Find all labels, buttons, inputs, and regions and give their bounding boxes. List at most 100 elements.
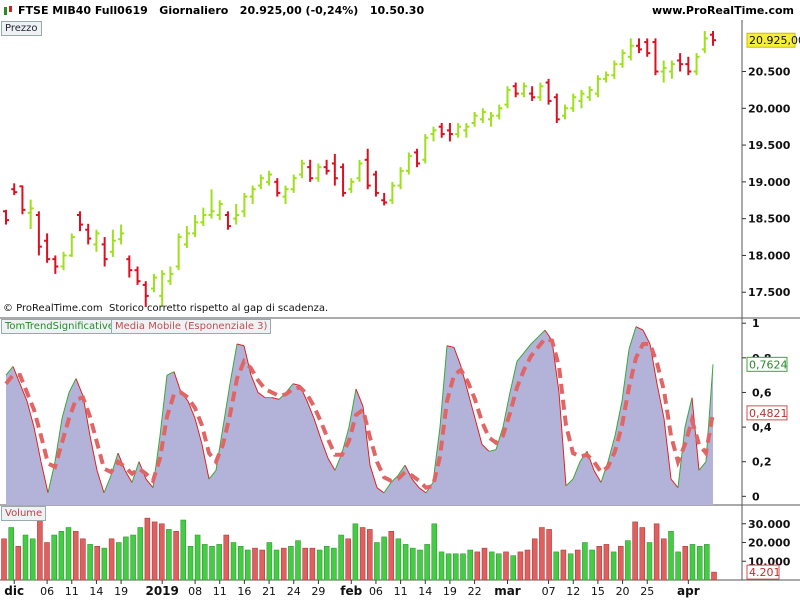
volume-bar bbox=[123, 536, 129, 581]
volume-bar bbox=[546, 529, 552, 581]
date-tick-label: 21 bbox=[262, 585, 276, 598]
volume-tick-label: 20.000 bbox=[748, 537, 791, 550]
volume-bar bbox=[653, 523, 660, 581]
trend-segment bbox=[614, 401, 623, 436]
ohlc-bar bbox=[183, 226, 190, 249]
volume-bar bbox=[625, 540, 631, 581]
trend-segment bbox=[390, 475, 399, 483]
moving-average-line bbox=[4, 336, 715, 490]
ohlc-bar bbox=[35, 211, 42, 256]
volume-bar bbox=[460, 553, 466, 581]
volume-bar bbox=[87, 544, 93, 581]
date-tick-label: 14 bbox=[418, 585, 432, 598]
trend-segment bbox=[89, 435, 98, 471]
volume-last-label: 4.201 bbox=[749, 566, 781, 579]
chart-header: FTSE MIB40 Full0619 Giornaliero 20.925,0… bbox=[0, 0, 800, 22]
volume-bar bbox=[180, 519, 187, 581]
ohlc-bar bbox=[562, 104, 569, 120]
volume-bar bbox=[596, 546, 603, 581]
price-tick-label: 20.000 bbox=[748, 102, 791, 115]
trend-segment bbox=[684, 397, 693, 428]
date-tick-label: 14 bbox=[89, 585, 103, 598]
volume-bar bbox=[424, 544, 430, 581]
ohlc-bar bbox=[216, 200, 223, 221]
date-tick-label: dic bbox=[4, 584, 24, 598]
ohlc-bar bbox=[430, 126, 437, 142]
date-tick-label: 20 bbox=[616, 585, 630, 598]
volume-bar bbox=[266, 542, 273, 581]
volume-bar bbox=[704, 544, 710, 581]
ohlc-bar bbox=[134, 266, 141, 285]
price-tick-label: 19.000 bbox=[748, 176, 791, 189]
volume-bar bbox=[65, 527, 72, 581]
ohlc-bar bbox=[471, 111, 478, 127]
trend-segment bbox=[635, 326, 644, 331]
volume-bar bbox=[137, 527, 144, 581]
last-price-badge bbox=[746, 32, 796, 48]
date-tick-label: 15 bbox=[591, 585, 605, 598]
trend-segment bbox=[698, 461, 707, 471]
ohlc-bar bbox=[520, 82, 527, 98]
volume-bar bbox=[259, 549, 265, 581]
ohlc-bar bbox=[101, 237, 108, 267]
volume-bar bbox=[202, 544, 208, 581]
volume-bar bbox=[603, 544, 610, 581]
ohlc-bar bbox=[537, 82, 544, 101]
trend-segment bbox=[551, 340, 560, 393]
volume-bar bbox=[51, 534, 57, 581]
volume-bar bbox=[589, 549, 595, 581]
trend-segment bbox=[96, 470, 105, 494]
ohlc-bar bbox=[570, 93, 577, 112]
date-tick-label: 11 bbox=[394, 585, 408, 598]
date-tick-label: 2019 bbox=[145, 584, 178, 598]
volume-bar bbox=[467, 549, 473, 581]
ohlc-bar bbox=[652, 38, 659, 76]
ohlc-bar bbox=[241, 192, 248, 218]
ohlc-bar bbox=[636, 38, 643, 54]
trend-segment bbox=[516, 352, 525, 362]
ohlc-bar bbox=[627, 38, 634, 61]
volume-bar bbox=[410, 547, 416, 581]
trend-segment bbox=[320, 439, 329, 459]
trend-segment bbox=[124, 470, 133, 483]
ohlc-bar bbox=[142, 281, 149, 307]
trend-segment bbox=[530, 336, 539, 345]
trend-segment bbox=[705, 364, 714, 462]
volume-bar bbox=[252, 547, 258, 581]
volume-bar bbox=[338, 534, 344, 581]
volume-bar bbox=[22, 534, 29, 581]
trend-segment bbox=[411, 478, 420, 488]
volume-bar bbox=[331, 547, 337, 581]
ohlc-bar bbox=[381, 192, 388, 206]
trend-segment bbox=[313, 418, 322, 440]
ohlc-bar bbox=[109, 229, 116, 257]
ohlc-bar bbox=[644, 38, 651, 57]
volume-bar bbox=[381, 536, 387, 581]
ohlc-bar bbox=[257, 174, 264, 190]
ohlc-bar bbox=[224, 211, 231, 230]
date-tick-label: 06 bbox=[40, 585, 54, 598]
ohlc-bar bbox=[710, 31, 716, 46]
ohlc-bar bbox=[364, 148, 371, 190]
ohlc-bar bbox=[693, 53, 700, 76]
volume-bar bbox=[359, 527, 366, 581]
trend-segment bbox=[292, 383, 301, 387]
ohlc-bar bbox=[11, 183, 18, 196]
trend-segment bbox=[439, 345, 448, 428]
candlestick-logo-icon bbox=[4, 6, 12, 15]
ohlc-bar bbox=[372, 170, 379, 197]
trend-segment bbox=[677, 427, 686, 488]
ohlc-bar bbox=[200, 207, 207, 227]
ohlc-bar bbox=[356, 159, 363, 182]
site-url[interactable]: www.ProRealTime.com bbox=[651, 4, 794, 17]
ohlc-bar bbox=[76, 211, 83, 232]
trend-segment bbox=[201, 444, 210, 480]
ohlc-bar bbox=[496, 104, 503, 120]
trend-segment bbox=[33, 426, 42, 462]
ohlc-bar bbox=[504, 86, 511, 109]
trend-segment bbox=[523, 343, 532, 353]
trend-segment bbox=[306, 400, 315, 419]
trend-segment bbox=[103, 475, 112, 494]
ohlc-bar bbox=[93, 229, 100, 252]
